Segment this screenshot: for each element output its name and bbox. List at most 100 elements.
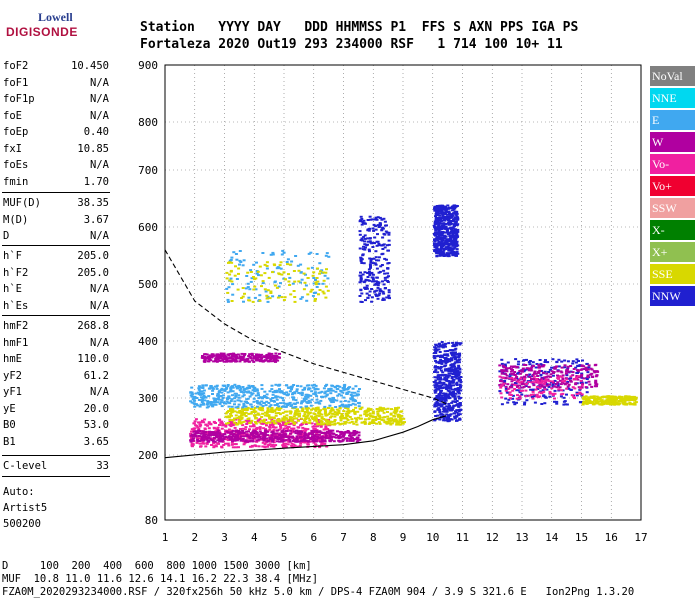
param-row: foF1 N/A xyxy=(3,75,109,92)
data-point xyxy=(292,415,296,418)
data-point xyxy=(400,414,404,417)
data-point xyxy=(454,358,458,360)
data-point xyxy=(594,379,598,382)
data-point xyxy=(438,212,442,215)
data-point xyxy=(576,365,580,367)
data-point xyxy=(454,254,457,257)
data-point xyxy=(288,440,292,443)
data-point xyxy=(195,397,199,399)
data-point xyxy=(354,417,357,420)
param-row: foF1p N/A xyxy=(3,91,109,108)
data-point xyxy=(373,242,376,245)
data-point xyxy=(589,395,593,398)
data-point xyxy=(541,371,545,374)
data-point xyxy=(267,276,271,279)
data-point xyxy=(281,422,285,425)
data-point xyxy=(232,359,236,362)
data-point xyxy=(240,407,244,410)
data-point xyxy=(441,227,445,229)
data-point xyxy=(272,428,276,431)
data-point xyxy=(375,276,379,279)
data-point xyxy=(227,286,231,289)
data-point xyxy=(280,253,284,256)
data-point xyxy=(317,414,321,417)
data-point xyxy=(445,385,449,388)
data-point xyxy=(349,435,353,438)
data-point xyxy=(209,359,213,362)
data-point xyxy=(279,425,282,427)
data-point xyxy=(242,391,246,394)
data-point xyxy=(445,405,449,408)
data-point xyxy=(438,403,442,406)
data-point xyxy=(197,399,201,401)
data-point xyxy=(253,436,257,439)
data-point xyxy=(268,424,272,426)
data-point xyxy=(279,390,283,393)
data-point xyxy=(439,369,443,372)
data-point xyxy=(444,342,448,345)
data-point xyxy=(386,244,389,247)
data-point xyxy=(323,442,326,445)
data-point xyxy=(241,386,245,388)
data-point xyxy=(588,396,592,399)
data-point xyxy=(265,424,268,427)
data-point xyxy=(351,402,355,405)
data-point xyxy=(226,391,230,394)
data-point xyxy=(330,401,334,404)
data-point xyxy=(365,286,369,289)
data-point xyxy=(342,389,346,392)
data-point xyxy=(456,390,460,393)
data-point xyxy=(274,352,278,355)
data-point xyxy=(243,358,247,361)
data-point xyxy=(435,361,439,364)
data-point xyxy=(310,429,314,432)
data-point xyxy=(386,411,389,413)
data-point xyxy=(364,279,368,282)
data-point xyxy=(512,378,516,381)
data-point xyxy=(441,371,445,374)
data-point xyxy=(240,435,243,438)
data-point xyxy=(315,431,319,433)
data-point xyxy=(381,243,385,246)
data-point xyxy=(433,356,437,359)
data-point xyxy=(220,405,224,408)
data-point xyxy=(517,387,521,390)
data-point xyxy=(253,444,257,447)
data-point xyxy=(316,436,320,439)
data-point xyxy=(543,378,546,380)
data-point xyxy=(433,209,437,212)
data-point xyxy=(443,242,447,245)
data-point xyxy=(340,413,344,415)
data-point xyxy=(368,421,372,424)
data-point xyxy=(221,397,225,399)
data-point xyxy=(219,436,223,438)
data-point xyxy=(338,405,342,408)
data-point xyxy=(244,407,248,410)
data-point xyxy=(323,440,327,443)
data-point xyxy=(339,436,343,439)
data-point xyxy=(439,391,442,394)
data-point xyxy=(272,445,276,448)
data-point xyxy=(508,375,512,378)
data-point xyxy=(596,398,600,401)
data-point xyxy=(313,427,317,430)
data-point xyxy=(274,396,277,399)
data-point xyxy=(383,257,387,260)
data-point xyxy=(261,412,265,415)
data-point xyxy=(231,440,234,443)
data-point xyxy=(508,377,512,380)
data-point xyxy=(266,410,269,413)
data-point xyxy=(598,403,602,406)
data-point xyxy=(579,401,583,404)
data-point xyxy=(313,299,317,302)
data-point xyxy=(196,438,199,441)
data-point xyxy=(378,416,382,419)
data-point xyxy=(352,408,355,411)
data-point xyxy=(459,342,463,345)
data-point xyxy=(243,441,247,444)
data-point xyxy=(287,422,291,425)
data-point xyxy=(242,403,246,405)
data-point xyxy=(346,430,350,432)
data-point xyxy=(274,383,278,386)
data-point xyxy=(444,246,448,249)
